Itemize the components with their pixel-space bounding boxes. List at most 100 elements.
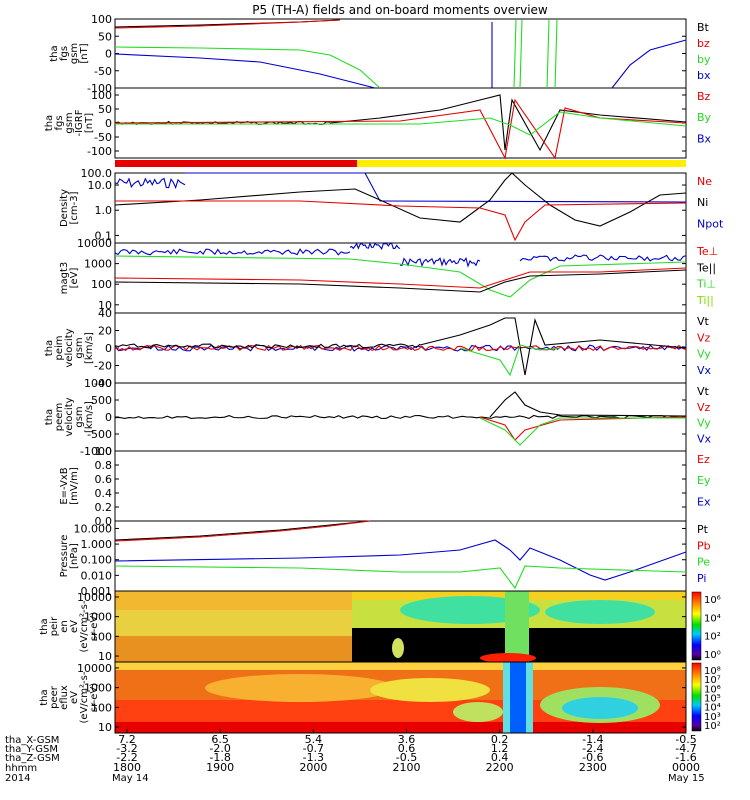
y-axis-label-density-1: [cm-3] [69, 191, 80, 224]
y-axis-label-fgs-2: gsm [69, 43, 80, 64]
colorbar-label-peer-6: 10² [704, 721, 721, 732]
curve-peim-vt [114, 343, 421, 349]
date-row-label: 2014 [5, 773, 30, 784]
curve-fgs-bx-2 [611, 39, 687, 89]
time-row-value-1-6: -4.7 [675, 742, 696, 755]
y-tick-label-peir-0: 10000 [77, 591, 112, 604]
panel-frame-peer [114, 661, 687, 734]
spectrogram-peer [115, 662, 686, 733]
colorbar-label-peer-5: 10³ [704, 712, 721, 723]
y-axis-label-peir-1: peir [49, 616, 60, 636]
legend-fgs_dc-1: By [697, 111, 712, 124]
mode-bar-red [115, 160, 357, 167]
colorbar-label-peer-1: 10⁷ [704, 675, 721, 686]
time-axis: tha_X-GSM 7.2 6.5 5.4 3.6 0.2 -1.4 -0.5 tha_Y-GS… [5, 729, 705, 784]
y-tick-label-peim-1: 20 [98, 325, 112, 338]
time-row-value-0-4: 0.2 [491, 733, 509, 746]
time-row-value-3-0: 1800 [113, 761, 141, 774]
time-row-value-0-1: 6.5 [211, 733, 229, 746]
panel-frame-fgs_dc [114, 87, 687, 159]
curve-fgs-by [114, 46, 381, 89]
y-tick-label-fgs_dc-1: 50 [98, 103, 112, 116]
y-tick-label-fgs-2: 0 [105, 48, 112, 61]
y-axis-label-peem-1: peem [54, 403, 65, 431]
y-tick-label-temp-3: 10 [98, 299, 112, 312]
legend-peem-0: Vt [697, 385, 710, 398]
legend-fgs-2: by [697, 53, 711, 66]
y-tick-label-pressure-2: 0.100 [81, 554, 113, 567]
y-axis-label-peer-5: sr-eV) [89, 683, 100, 712]
curve-fgs-bx [114, 53, 376, 89]
y-tick-label-density-1: 10.0 [88, 179, 113, 192]
y-axis-label-peem-2: velocity [64, 397, 75, 436]
y-tick-label-fgs_dc-3: -50 [94, 131, 112, 144]
legend-pressure-3: Pi [697, 572, 706, 585]
panel-frame-pressure [114, 520, 687, 592]
time-row-value-2-0: -2.2 [116, 751, 137, 764]
y-tick-label-pressure-4: 0.001 [81, 585, 113, 598]
time-row-value-0-2: 5.4 [305, 733, 323, 746]
y-axis-label-temp-0: magt3 [59, 262, 70, 295]
y-axis-label-fgs-3: [nT] [79, 43, 90, 63]
y-axis-label-fgs-0: tha [49, 45, 60, 61]
y-axis-label-peem-3: gsm [74, 406, 85, 427]
time-row-value-3-3: 2100 [393, 761, 421, 774]
y-tick-label-peim-0: 40 [98, 307, 112, 320]
y-axis-label-peir-0: tha [39, 618, 50, 634]
y-axis-label-fgs_dc-4: [nT] [84, 113, 95, 133]
curve-fgs-bt [114, 19, 341, 28]
colorbar-label-peir-2: 10² [704, 632, 721, 643]
y-axis-label-peer-2: eflux [59, 685, 70, 710]
legend-temp-2: Ti⊥ [696, 278, 716, 291]
y-axis-label-peer-1: peer [49, 685, 60, 709]
legend-efield-2: Ex [697, 495, 711, 508]
legend-peim-1: Vz [697, 331, 711, 344]
y-axis-label-peer-0: tha [39, 689, 50, 705]
time-row-label-1: tha_Y-GSM [5, 744, 58, 755]
legend-fgs-1: bz [697, 37, 710, 50]
y-tick-label-peim-3: -20 [94, 360, 112, 373]
colorbar-label-peir-3: 10⁰ [704, 650, 721, 661]
y-axis-label-peim-2: velocity [64, 328, 75, 367]
y-tick-label-temp-1: 1000 [84, 258, 112, 271]
y-axis-label-peem-0: tha [44, 409, 55, 425]
y-tick-label-peir-2: 100 [91, 630, 112, 643]
time-row-value-1-5: -2.4 [582, 742, 603, 755]
y-tick-label-peer-0: 10000 [77, 662, 112, 675]
time-row-label-0: tha_X-GSM [5, 735, 59, 746]
y-axis-label-peir-5: sr-eV) [89, 612, 100, 641]
curve-temp-ti-3 [399, 257, 481, 268]
y-axis-label-peim-1: peim [54, 335, 65, 360]
y-tick-label-fgs_dc-0: 100 [91, 89, 112, 102]
curve-dc-by [115, 111, 687, 136]
colorbar-label-peir-1: 10⁴ [704, 613, 721, 624]
date-start: May 14 [112, 773, 149, 784]
time-row-value-2-4: 0.4 [491, 751, 509, 764]
y-tick-label-peer-1: 1000 [84, 682, 112, 695]
date-end: May 15 [668, 773, 705, 784]
legend-pressure-0: Pt [697, 523, 709, 536]
y-axis-label-peem-4: [km/s] [84, 401, 95, 433]
curve-temp-ti-perp [114, 248, 351, 256]
legend-efield-1: Ey [697, 474, 711, 487]
panel-legends: Bt bz by bx Bz By Bx Ne Ni Npot Te⊥ Te|| Ti⊥ Ti|| Vt Vz… [696, 21, 724, 585]
y-tick-label-efield-3: 0.4 [95, 487, 113, 500]
y-axis-label-fgs_dc-1: fgs [54, 115, 65, 130]
time-row-value-0-5: -1.4 [582, 733, 603, 746]
colorbar-label-peer-3: 10⁵ [704, 694, 721, 705]
y-tick-label-pressure-1: 1.000 [81, 538, 113, 551]
curve-peem-vz [479, 416, 687, 441]
curve-dc-bt [329, 94, 687, 152]
curve-peim-vy [459, 344, 561, 377]
y-axis-label-pressure-0: Pressure [59, 535, 70, 578]
legend-temp-1: Te|| [696, 261, 716, 274]
legend-pressure-1: Pb [697, 539, 711, 552]
colorbar-label-peer-0: 10⁸ [704, 666, 721, 677]
curve-pressure-pb [114, 520, 371, 542]
y-axis-label-efield-1: [mV/m] [69, 467, 80, 505]
time-row-value-2-2: -1.3 [303, 751, 324, 764]
y-tick-label-fgs_dc-4: -100 [87, 145, 112, 158]
spike-fgs-2 [513, 19, 517, 89]
